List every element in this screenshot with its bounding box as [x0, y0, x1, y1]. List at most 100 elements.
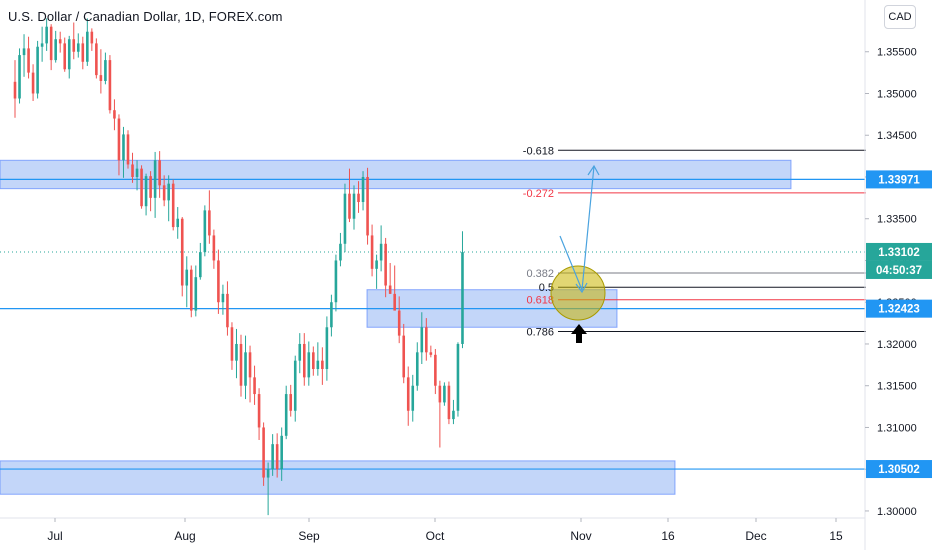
- candle-body: [58, 39, 62, 44]
- candle-body: [266, 469, 270, 478]
- candle-body: [312, 352, 315, 370]
- candle-body: [411, 385, 415, 411]
- candle-body: [235, 343, 238, 361]
- candle-body: [86, 31, 89, 62]
- candle-body: [49, 26, 53, 61]
- candle-body: [244, 352, 247, 386]
- candle-body: [302, 343, 306, 378]
- candle-body: [429, 352, 433, 355]
- candle-body: [158, 160, 161, 186]
- candle-body: [316, 360, 320, 370]
- candle-body: [375, 260, 378, 269]
- price-label-badge: [866, 299, 932, 318]
- candle-body: [321, 360, 324, 370]
- candle-body: [280, 435, 283, 470]
- candle-body: [126, 134, 130, 165]
- candle-body: [185, 269, 189, 286]
- countdown-text: 04:50:37: [876, 265, 922, 277]
- candle-body: [167, 183, 170, 201]
- candle-body: [189, 269, 193, 311]
- projection-arrowhead-down: [575, 282, 588, 294]
- time-tick-label: Dec: [745, 529, 766, 543]
- candle-body: [257, 394, 261, 428]
- candle-body: [293, 360, 297, 411]
- candle-body: [153, 160, 157, 198]
- candle-body: [104, 60, 107, 81]
- candle-body: [122, 134, 125, 161]
- candle-body: [415, 352, 419, 386]
- candle-body: [76, 43, 80, 52]
- candle-body: [397, 310, 401, 336]
- zones-layer: [0, 159, 792, 495]
- candle-body: [36, 46, 39, 94]
- price-tick-label: 1.31500: [877, 381, 917, 393]
- price-tick-label: 1.30000: [877, 506, 917, 518]
- candle-body: [208, 210, 211, 236]
- time-tick-label: 15: [829, 529, 843, 543]
- price-label-text: 1.32423: [878, 304, 920, 316]
- countdown-badge: [866, 260, 932, 279]
- price-label-text: 1.33102: [878, 247, 920, 259]
- candle-body: [131, 164, 134, 177]
- candle-body: [63, 43, 67, 70]
- candle-body: [330, 302, 333, 328]
- fib-label: -0.618: [523, 145, 554, 157]
- candle-body: [434, 354, 437, 386]
- candle-body: [334, 260, 338, 303]
- candle-body: [144, 176, 148, 207]
- candle-body: [348, 193, 351, 219]
- candle-body: [452, 410, 455, 420]
- candle-body: [95, 43, 98, 76]
- candle-body: [203, 210, 207, 253]
- candle-body: [339, 243, 342, 261]
- candle-body: [22, 48, 26, 56]
- time-tick-label: Nov: [570, 529, 591, 543]
- fib-label: -0.272: [523, 188, 554, 200]
- bullish-arrow-icon: [571, 324, 587, 343]
- projection-arrowhead-up: [587, 164, 600, 176]
- candle-body: [438, 385, 442, 403]
- candle-body: [307, 352, 311, 378]
- candle-body: [253, 377, 256, 395]
- candle-body: [443, 385, 446, 403]
- levels-layer: [0, 178, 865, 470]
- candle-body: [171, 183, 175, 228]
- candle-body: [13, 81, 17, 99]
- candle-body: [461, 252, 464, 344]
- candle-body: [239, 343, 243, 386]
- candle-body: [393, 293, 396, 311]
- candle-body: [248, 352, 252, 378]
- candle-body: [361, 176, 365, 203]
- candle-body: [72, 39, 76, 52]
- fib-label: 0.382: [526, 268, 554, 280]
- candle-body: [406, 377, 410, 411]
- candle-body: [230, 327, 234, 361]
- candle-body: [180, 218, 184, 286]
- price-tick-label: 1.33500: [877, 214, 917, 226]
- candles-layer: [13, 18, 464, 516]
- candle-body: [289, 394, 293, 411]
- candle-body: [149, 176, 152, 198]
- currency-button[interactable]: CAD: [884, 5, 916, 29]
- candle-body: [379, 243, 383, 261]
- candle-body: [275, 444, 279, 470]
- price-label-badge: [866, 460, 932, 479]
- candle-body: [262, 427, 265, 478]
- candle-body: [162, 185, 166, 201]
- candle-body: [212, 235, 216, 261]
- candle-body: [140, 168, 143, 207]
- candle-body: [447, 385, 451, 420]
- candle-body: [176, 218, 180, 228]
- price-label-badge: [866, 242, 932, 261]
- time-tick-label: 16: [661, 529, 675, 543]
- time-tick-label: Aug: [174, 529, 195, 543]
- candle-body: [425, 327, 428, 353]
- candle-body: [221, 293, 225, 303]
- candle-body: [456, 343, 460, 411]
- fib-label: 0.618: [526, 295, 554, 307]
- candle-body: [117, 118, 121, 161]
- time-tick-label: Sep: [298, 529, 320, 543]
